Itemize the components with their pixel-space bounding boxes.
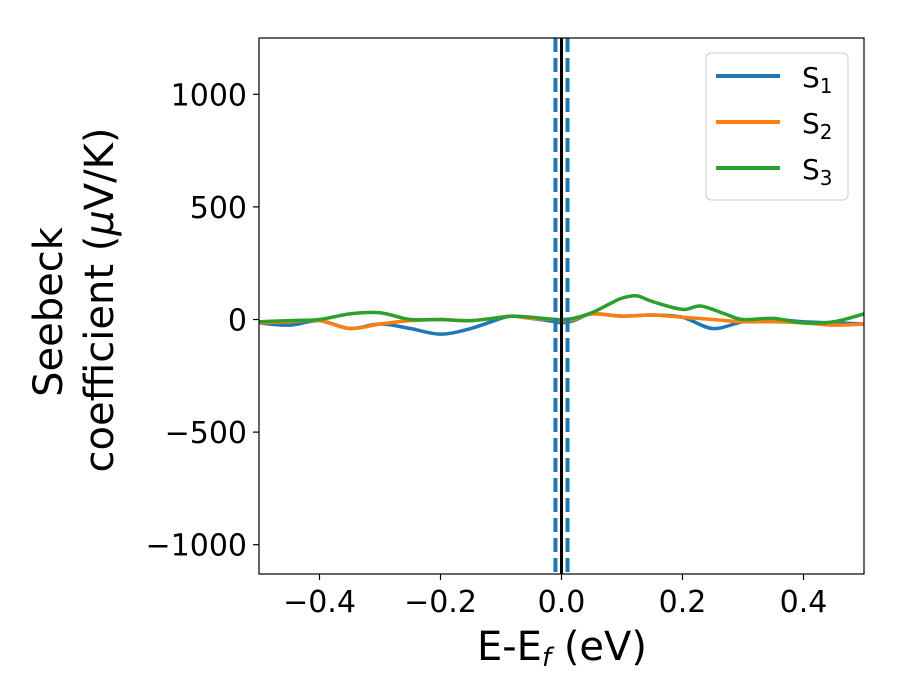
x-axis-label: E-Ef (eV): [477, 624, 647, 673]
vertical-lines-layer: [553, 38, 570, 574]
legend-label-s3: S3: [802, 153, 833, 190]
y-axis-label-line2: coefficient (μV/K): [77, 128, 123, 473]
legend-items: S1 S2 S3: [716, 61, 833, 190]
y-tick-label: 1000: [171, 78, 247, 113]
legend-box: [705, 52, 849, 201]
legend-label-s1: S1: [802, 61, 833, 98]
x-tick-label: 0.0: [538, 585, 586, 620]
y-axis-label-line1: Seebeck: [26, 226, 72, 397]
legend-label-s2: S2: [802, 107, 833, 144]
y-tick-label: 500: [190, 191, 247, 226]
y-tick-label: −1000: [146, 529, 247, 564]
y-tick-label: −500: [165, 416, 247, 451]
x-tick-label: −0.4: [283, 585, 356, 620]
series-layer: [259, 293, 864, 336]
x-tick-label: 0.4: [780, 585, 828, 620]
tick-layer: −0.4 −0.2 0.0 0.2 0.4 −1000 −500 0 500 1000: [146, 78, 828, 620]
series-line-s3: [259, 293, 864, 325]
legend: S1 S2 S3: [705, 52, 849, 201]
x-tick-label: 0.2: [659, 585, 707, 620]
x-tick-label: −0.2: [404, 585, 477, 620]
y-tick-label: 0: [228, 304, 247, 339]
